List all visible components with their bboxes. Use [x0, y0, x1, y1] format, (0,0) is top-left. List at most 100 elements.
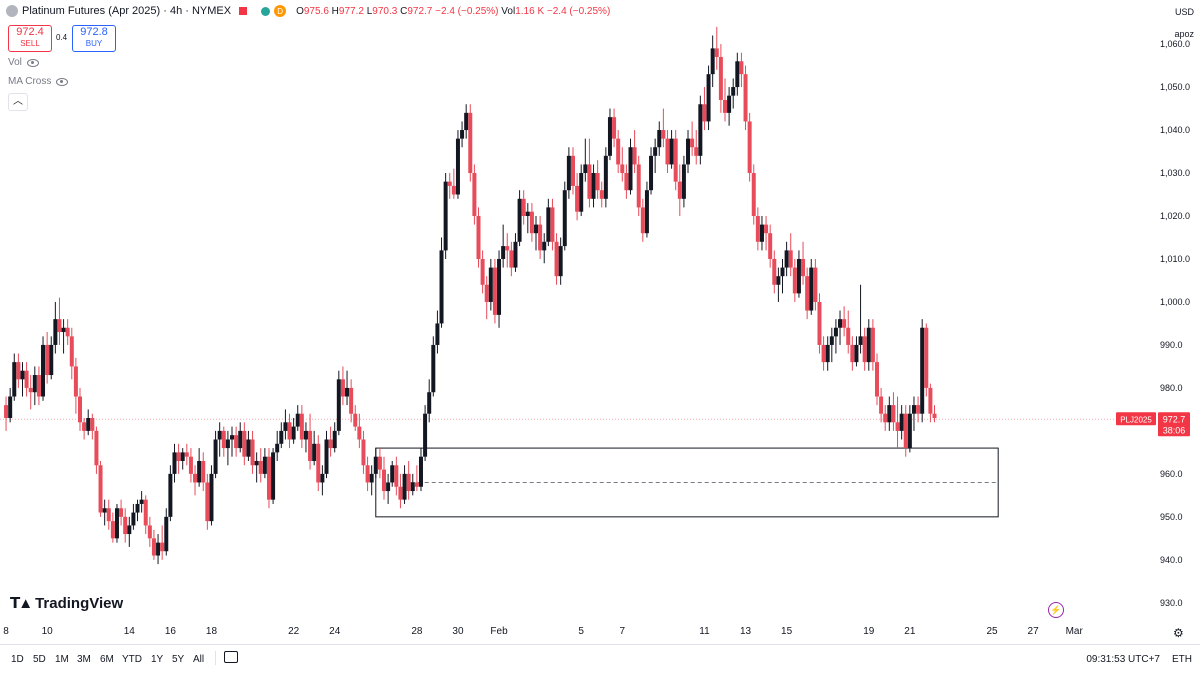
eye-icon[interactable]	[26, 58, 39, 67]
candle-body	[176, 452, 181, 461]
buy-button[interactable]: 972.8 BUY	[72, 25, 116, 52]
y-tick-label: 1,010.0	[1160, 254, 1190, 264]
indicator-ma-cross[interactable]: MA Cross	[8, 76, 69, 87]
candle	[406, 460, 411, 500]
candle	[846, 310, 851, 354]
candle	[225, 430, 230, 466]
candle	[320, 465, 325, 496]
candle-body	[209, 473, 214, 522]
x-tick-label: 28	[411, 626, 423, 637]
candle-body	[883, 413, 888, 423]
candle	[164, 508, 169, 556]
candle-body	[345, 387, 350, 397]
candle	[616, 130, 621, 174]
candle-body	[928, 387, 933, 414]
candle-body	[119, 508, 124, 517]
candle	[743, 65, 748, 131]
candle	[883, 405, 888, 431]
candle	[899, 405, 904, 440]
candle-body	[521, 198, 526, 216]
candle	[86, 409, 91, 436]
candle	[521, 190, 526, 225]
timeframe-5d[interactable]: 5D	[33, 654, 46, 665]
time-axis: 8 10 14 16 18 22 24 28 30 Feb 5 7 11 13 15 19 21 25 27 Mar	[3, 626, 1083, 637]
candle-body	[414, 482, 419, 487]
candle	[266, 448, 271, 509]
candle-body	[579, 173, 584, 212]
candle	[36, 366, 41, 406]
currency-selector[interactable]: USD	[1174, 7, 1194, 17]
candle	[710, 35, 715, 88]
bottom-toolbar: 1D 5D 1M 3M 6M YTD 1Y 5Y All 09:31:53 UT…	[0, 644, 1200, 673]
symbol-title[interactable]: Platinum Futures (Apr 2025) · 4h · NYMEX	[22, 5, 232, 17]
collapse-legend-button[interactable]: ︿	[8, 93, 28, 111]
candle-body	[649, 155, 654, 191]
candle-body	[722, 99, 727, 113]
flag-icon[interactable]	[239, 7, 248, 15]
timeframe-3m[interactable]: 3M	[77, 654, 91, 665]
candle	[517, 190, 522, 247]
candle	[106, 499, 111, 530]
candle	[887, 396, 892, 431]
candle-body	[694, 147, 699, 156]
candle	[632, 130, 637, 174]
candle	[209, 465, 214, 526]
candle-body	[534, 224, 539, 234]
candle-body	[193, 473, 198, 483]
tradingview-logo[interactable]: 𝗧▲ TradingView	[10, 594, 123, 613]
date-range-icon[interactable]	[224, 651, 238, 663]
indicator-volume[interactable]: Vol	[8, 57, 39, 68]
candle-body	[283, 422, 288, 431]
candle	[677, 164, 682, 216]
timeframe-1y[interactable]: 1Y	[151, 654, 164, 665]
flash-icon[interactable]: ⚡	[1048, 602, 1064, 618]
clock[interactable]: 09:31:53 UTC+7	[1086, 654, 1160, 665]
timeframe-1m[interactable]: 1M	[55, 654, 69, 665]
candle	[160, 525, 165, 560]
timeframe-6m[interactable]: 6M	[100, 654, 114, 665]
candle-body	[28, 387, 33, 393]
candle-body	[780, 267, 785, 277]
candle-body	[377, 456, 382, 470]
candle-body	[287, 422, 292, 440]
symbol-legend[interactable]: Platinum Futures (Apr 2025) · 4h · NYMEX…	[6, 5, 610, 17]
candle-body	[759, 224, 764, 242]
scale-mode[interactable]: apoz	[1174, 29, 1194, 39]
candle-body	[829, 336, 834, 345]
x-tick-label: 5	[578, 626, 584, 637]
candle-body	[776, 276, 781, 285]
candle-body	[492, 267, 497, 315]
candle	[607, 108, 612, 161]
candle	[410, 473, 415, 496]
candle-body	[562, 190, 567, 247]
timeframe-5y[interactable]: 5Y	[172, 654, 185, 665]
candle-body	[599, 190, 604, 199]
candle	[669, 130, 674, 169]
candle	[402, 465, 407, 504]
sell-button[interactable]: 972.4 SELL	[8, 25, 52, 52]
candle	[336, 370, 341, 436]
candle	[357, 413, 362, 449]
candle	[455, 130, 460, 199]
candle-body	[242, 430, 247, 457]
candle-body	[110, 521, 115, 539]
candle-body	[460, 130, 465, 139]
candle-body	[316, 443, 321, 483]
candle-body	[743, 74, 748, 122]
candle	[644, 181, 649, 238]
timeframe-all[interactable]: All	[193, 654, 205, 665]
session-selector[interactable]: ETH	[1172, 654, 1192, 665]
timeframe-ytd[interactable]: YTD	[122, 654, 142, 665]
candle-body	[809, 267, 814, 311]
candle	[324, 430, 329, 479]
candle	[673, 130, 678, 191]
eye-icon[interactable]	[56, 77, 69, 86]
candle	[850, 336, 855, 371]
candle-body	[603, 155, 608, 199]
y-tick-label: 980.0	[1160, 383, 1183, 393]
y-tick-label: 930.0	[1160, 598, 1183, 608]
gear-icon[interactable]: ⚙	[1173, 626, 1184, 640]
candle-body	[677, 181, 682, 199]
timeframe-1d[interactable]: 1D	[11, 654, 24, 665]
